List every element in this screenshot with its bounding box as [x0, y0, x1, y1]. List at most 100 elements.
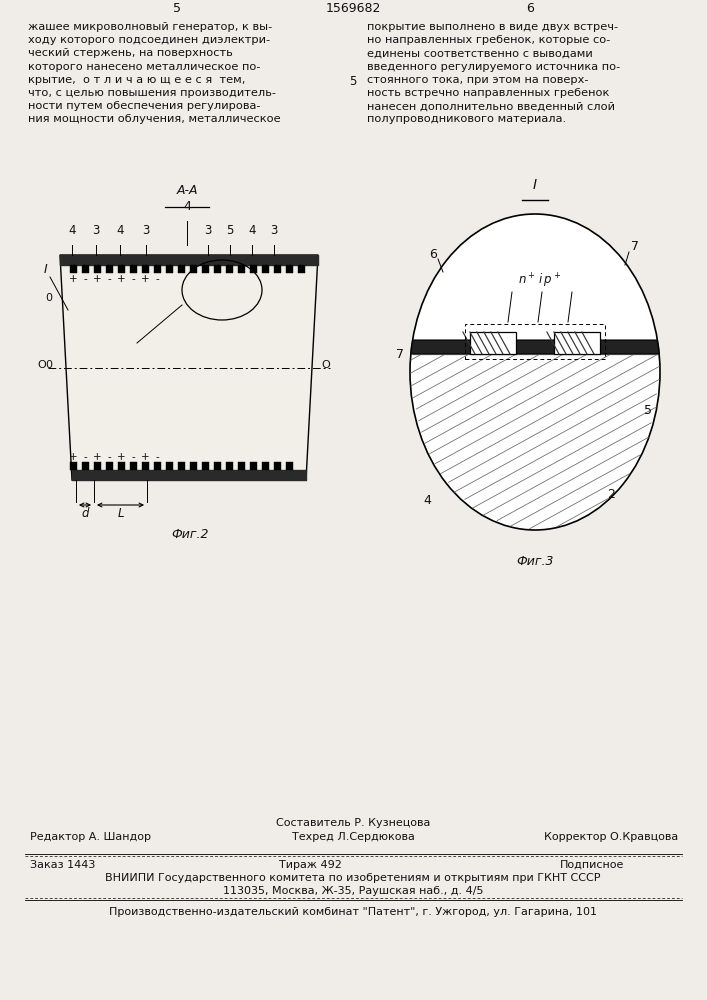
- Text: Производственно-издательский комбинат "Патент", г. Ужгород, ул. Гагарина, 101: Производственно-издательский комбинат "П…: [109, 907, 597, 917]
- Text: 0: 0: [45, 360, 52, 369]
- Text: ходу которого подсоединен диэлектри-: ходу которого подсоединен диэлектри-: [28, 35, 270, 45]
- Text: Тираж 492: Тираж 492: [279, 860, 341, 870]
- Text: 3: 3: [93, 224, 100, 237]
- Polygon shape: [94, 265, 101, 273]
- Text: единены соответственно с выводами: единены соответственно с выводами: [367, 48, 592, 58]
- Text: O: O: [37, 360, 46, 369]
- Polygon shape: [130, 462, 137, 470]
- Text: стоянного тока, при этом на поверх-: стоянного тока, при этом на поверх-: [367, 75, 588, 85]
- Polygon shape: [70, 462, 77, 470]
- Text: ния мощности облучения, металлическое: ния мощности облучения, металлическое: [28, 114, 281, 124]
- Polygon shape: [298, 265, 305, 273]
- Polygon shape: [226, 462, 233, 470]
- Text: O: O: [321, 360, 329, 369]
- Text: -: -: [107, 274, 112, 284]
- Text: I: I: [44, 263, 48, 276]
- Polygon shape: [154, 462, 161, 470]
- Polygon shape: [130, 265, 137, 273]
- Polygon shape: [94, 462, 101, 470]
- Text: ческий стержень, на поверхность: ческий стержень, на поверхность: [28, 48, 233, 58]
- Text: полупроводникового материала.: полупроводникового материала.: [367, 114, 566, 124]
- Polygon shape: [214, 265, 221, 273]
- Polygon shape: [178, 462, 185, 470]
- Text: 2: 2: [607, 488, 615, 500]
- Polygon shape: [82, 265, 89, 273]
- Polygon shape: [262, 265, 269, 273]
- Polygon shape: [142, 265, 149, 273]
- Polygon shape: [250, 462, 257, 470]
- Text: +: +: [141, 274, 150, 284]
- Text: Составитель Р. Кузнецова: Составитель Р. Кузнецова: [276, 818, 430, 828]
- Polygon shape: [274, 462, 281, 470]
- Text: +: +: [141, 452, 150, 462]
- Text: 4: 4: [423, 493, 431, 506]
- Text: I: I: [533, 178, 537, 192]
- Text: 1569682: 1569682: [325, 2, 380, 15]
- Text: L: L: [117, 507, 124, 520]
- Polygon shape: [262, 462, 269, 470]
- Bar: [470, 332, 516, 354]
- Polygon shape: [166, 265, 173, 273]
- Text: -: -: [156, 274, 159, 284]
- Text: 4: 4: [69, 224, 76, 237]
- Polygon shape: [60, 255, 318, 480]
- Text: +: +: [69, 274, 78, 284]
- Text: нанесен дополнительно введенный слой: нанесен дополнительно введенный слой: [367, 101, 615, 111]
- Text: ности путем обеспечения регулирова-: ности путем обеспечения регулирова-: [28, 101, 260, 111]
- Text: -: -: [83, 274, 88, 284]
- Bar: [554, 332, 600, 354]
- Polygon shape: [82, 462, 89, 470]
- Text: 6: 6: [526, 2, 534, 15]
- Polygon shape: [226, 265, 233, 273]
- Text: -: -: [132, 452, 135, 462]
- Text: -: -: [132, 274, 135, 284]
- Polygon shape: [238, 462, 245, 470]
- Text: +: +: [93, 452, 102, 462]
- Text: 4: 4: [248, 224, 256, 237]
- Text: 4: 4: [116, 224, 124, 237]
- Polygon shape: [238, 265, 245, 273]
- Text: 5: 5: [644, 403, 652, 416]
- Text: +: +: [117, 452, 126, 462]
- Text: Подписное: Подписное: [560, 860, 624, 870]
- Text: что, с целью повышения производитель-: что, с целью повышения производитель-: [28, 88, 276, 98]
- Text: 6: 6: [429, 247, 437, 260]
- Text: $n^+\,i\,p^+$: $n^+\,i\,p^+$: [518, 272, 561, 290]
- Text: Корректор О.Кравцова: Корректор О.Кравцова: [544, 832, 678, 842]
- Text: 7: 7: [631, 240, 639, 253]
- Text: жашее микроволновый генератор, к вы-: жашее микроволновый генератор, к вы-: [28, 22, 272, 32]
- Polygon shape: [286, 265, 293, 273]
- Text: 3: 3: [142, 224, 150, 237]
- Text: +: +: [93, 274, 102, 284]
- Text: -: -: [83, 452, 88, 462]
- Text: Фиг.3: Фиг.3: [516, 555, 554, 568]
- Text: крытие,  о т л и ч а ю щ е е с я  тем,: крытие, о т л и ч а ю щ е е с я тем,: [28, 75, 245, 85]
- Polygon shape: [118, 462, 125, 470]
- Text: введенного регулируемого источника по-: введенного регулируемого источника по-: [367, 62, 620, 72]
- Polygon shape: [190, 265, 197, 273]
- Text: A-A: A-A: [176, 184, 198, 197]
- Polygon shape: [154, 265, 161, 273]
- Text: +: +: [117, 274, 126, 284]
- Polygon shape: [274, 265, 281, 273]
- Polygon shape: [411, 340, 659, 354]
- Ellipse shape: [410, 214, 660, 530]
- Text: 4: 4: [183, 200, 191, 213]
- Polygon shape: [166, 462, 173, 470]
- Polygon shape: [286, 462, 293, 470]
- Polygon shape: [250, 265, 257, 273]
- Polygon shape: [142, 462, 149, 470]
- Text: 5: 5: [349, 75, 357, 88]
- Text: 3: 3: [270, 224, 278, 237]
- Text: -: -: [107, 452, 112, 462]
- Text: 5: 5: [226, 224, 234, 237]
- Text: покрытие выполнено в виде двух встреч-: покрытие выполнено в виде двух встреч-: [367, 22, 618, 32]
- Text: Заказ 1443: Заказ 1443: [30, 860, 95, 870]
- Text: которого нанесено металлическое по-: которого нанесено металлическое по-: [28, 62, 260, 72]
- Text: Фиг.2: Фиг.2: [171, 528, 209, 541]
- Text: +: +: [69, 452, 78, 462]
- Text: 0: 0: [45, 293, 52, 303]
- Polygon shape: [118, 265, 125, 273]
- Text: ВНИИПИ Государственного комитета по изобретениям и открытиям при ГКНТ СССР: ВНИИПИ Государственного комитета по изоб…: [105, 873, 601, 883]
- Text: 3: 3: [204, 224, 211, 237]
